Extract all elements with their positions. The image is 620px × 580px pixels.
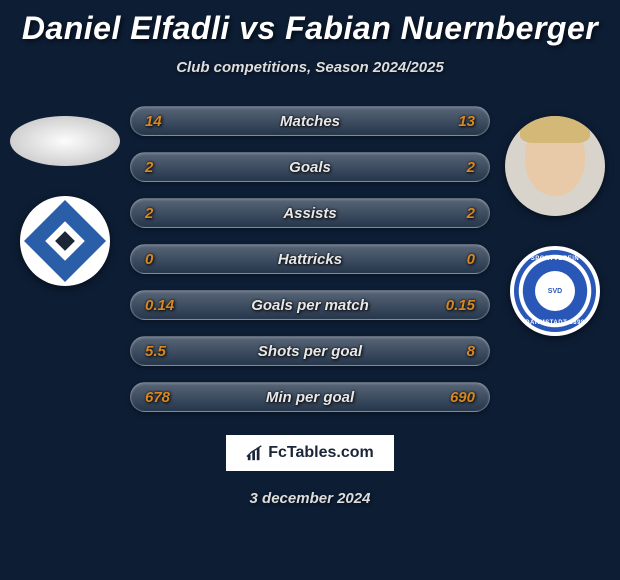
chart-icon (246, 444, 264, 462)
stats-list: 14 Matches 13 2 Goals 2 2 Assists 2 0 Ha… (120, 106, 500, 412)
stat-right-value: 2 (425, 205, 475, 222)
stat-left-value: 2 (145, 205, 195, 222)
stat-left-value: 5.5 (145, 343, 195, 360)
stat-left-value: 678 (145, 389, 195, 406)
stat-right-value: 690 (425, 389, 475, 406)
date-label: 3 december 2024 (0, 490, 620, 507)
club-logo-right: SPORTVEREIN SVD DARMSTADT 1898 (510, 246, 600, 336)
content-area: 14 Matches 13 2 Goals 2 2 Assists 2 0 Ha… (0, 106, 620, 412)
stat-label: Min per goal (195, 389, 425, 406)
footer-brand: FcTables.com (225, 434, 395, 472)
left-side (10, 106, 120, 412)
page-title: Daniel Elfadli vs Fabian Nuernberger (0, 0, 620, 47)
stat-left-value: 14 (145, 113, 195, 130)
stat-left-value: 2 (145, 159, 195, 176)
stat-row: 2 Assists 2 (130, 198, 490, 228)
stat-right-value: 13 (425, 113, 475, 130)
stat-label: Goals (195, 159, 425, 176)
right-side: SPORTVEREIN SVD DARMSTADT 1898 (500, 106, 610, 412)
face-placeholder (525, 126, 585, 196)
player-right-photo (505, 116, 605, 216)
hsv-inner (45, 221, 85, 261)
stat-right-value: 8 (425, 343, 475, 360)
stat-right-value: 2 (425, 159, 475, 176)
stat-label: Assists (195, 205, 425, 222)
darmstadt-text-top: SPORTVEREIN (514, 256, 596, 262)
darmstadt-center: SVD (535, 271, 575, 311)
stat-row: 2 Goals 2 (130, 152, 490, 182)
stat-row: 14 Matches 13 (130, 106, 490, 136)
stat-label: Goals per match (195, 297, 425, 314)
stat-row: 5.5 Shots per goal 8 (130, 336, 490, 366)
stat-row: 678 Min per goal 690 (130, 382, 490, 412)
hair-placeholder (520, 116, 590, 143)
stat-row: 0 Hattricks 0 (130, 244, 490, 274)
stat-right-value: 0 (425, 251, 475, 268)
hsv-diamond (24, 200, 106, 282)
club-logo-left (20, 196, 110, 286)
stat-label: Shots per goal (195, 343, 425, 360)
subtitle: Club competitions, Season 2024/2025 (0, 59, 620, 76)
stat-left-value: 0 (145, 251, 195, 268)
hsv-core (55, 231, 75, 251)
stat-label: Matches (195, 113, 425, 130)
stat-row: 0.14 Goals per match 0.15 (130, 290, 490, 320)
stat-right-value: 0.15 (425, 297, 475, 314)
player-left-photo (10, 116, 120, 166)
darmstadt-text-bottom: DARMSTADT 1898 (514, 320, 596, 326)
stat-left-value: 0.14 (145, 297, 195, 314)
footer-brand-text: FcTables.com (268, 444, 374, 462)
stat-label: Hattricks (195, 251, 425, 268)
